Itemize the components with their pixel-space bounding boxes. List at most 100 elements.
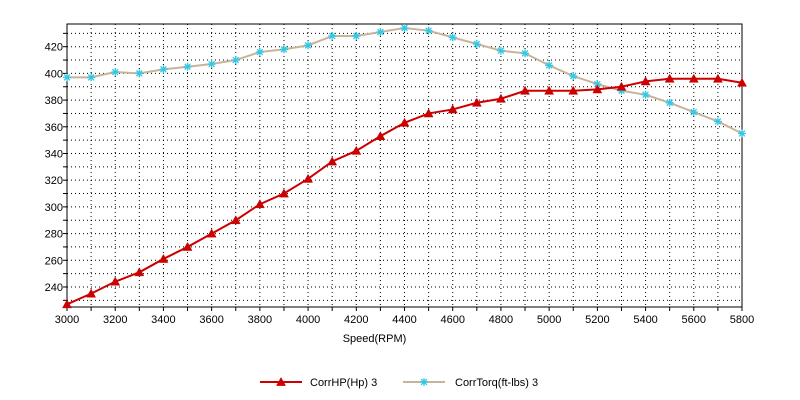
star-core [450,35,455,40]
corrtorq-point [87,73,96,82]
legend-item-corrhp: CorrHP(Hp) 3 [260,376,377,389]
y-tick-label: 400 [45,68,63,80]
y-tick-label: 360 [45,122,63,134]
corrtorq-point [279,45,288,54]
legend-marker [420,378,428,386]
corrtorq-point [135,69,144,78]
star-core [209,62,214,66]
x-tick-label: 3200 [103,314,127,326]
x-tick-label: 5200 [585,314,609,326]
grid-lines [67,24,742,307]
corrhp-point [520,85,530,95]
star-core [691,110,696,114]
corrhp-point [544,85,555,95]
star-core [282,47,286,52]
star-core [354,34,359,38]
corrhp-point [230,215,241,225]
x-tick-label: 5400 [633,314,657,326]
x-tick-label: 3000 [55,314,79,326]
corrtorq-point [569,72,578,81]
series-group [62,24,747,309]
corrhp-point [206,228,217,238]
star-core [258,50,262,54]
legend-marker [276,376,286,386]
x-tick-label: 5000 [537,314,561,326]
star-core [402,26,407,30]
star-core [185,64,190,69]
corrhp-point [471,97,482,107]
y-tick-label: 320 [45,175,63,187]
star-core [523,51,527,56]
corrtorq-point [111,68,120,77]
corrhp-point [640,76,651,86]
corrhp-point [568,85,579,95]
star-core [65,75,69,80]
x-tick-label: 4400 [392,314,416,326]
legend: CorrHP(Hp) 3 CorrTorq(ft-lbs) 3 [260,376,538,389]
star-core [667,100,672,105]
star-core [378,30,383,34]
corrhp-point [158,253,169,263]
corrtorq-point [665,98,674,107]
y-tick-label: 340 [45,148,63,160]
corrtorq-point [207,60,216,69]
corrhp-point [254,199,265,209]
series-corrhp [62,73,747,309]
corrtorq-point [545,61,554,70]
corrtorq-point [231,56,240,65]
star-core [113,70,118,74]
corrhp-point [423,108,434,118]
y-tick-label: 260 [45,255,63,267]
legend-label: CorrHP(Hp) 3 [310,377,377,389]
corrtorq-point [593,80,602,89]
corrtorq-point [521,49,530,58]
corrhp-point [688,73,699,83]
x-tick-label: 4800 [489,314,513,326]
y-tick-label: 380 [45,95,63,107]
star-core [547,63,551,68]
star-core [233,58,238,62]
corrhp-point [110,276,121,286]
x-tick-label: 5600 [682,314,706,326]
corrtorq-point [738,129,746,138]
corrhp-point [664,73,675,83]
star-core [740,131,744,136]
star-core [595,82,600,86]
corrtorq-point [713,117,722,126]
star-core [161,67,166,72]
corrtorq-point [376,28,385,37]
axis-ticks: 3000 3200 3400 3600 3800 4000 4200 4400 4600 4800… [45,32,754,326]
star-core [643,92,648,97]
star-core [716,119,720,124]
x-tick-label: 4200 [344,314,368,326]
corrtorq-point [448,33,457,42]
corrhp-point [737,77,747,87]
corrhp-point [134,267,145,277]
corrtorq-point [641,90,650,99]
x-tick-label: 3800 [248,314,272,326]
corrtorq-point [304,41,313,50]
corrhp-point [399,117,410,127]
corrtorq-point [183,62,192,71]
corrtorq-point [352,32,361,41]
series-corrtorq [63,24,746,138]
y-tick-label: 420 [45,42,63,54]
star-core [499,48,503,53]
star-core [330,34,334,38]
corrtorq-point [496,46,505,55]
corrtorq-point [63,73,71,82]
corrtorq-point [159,65,168,74]
legend-item-corrtorq: CorrTorq(ft-lbs) 3 [403,377,538,389]
corrtorq-point [472,40,481,49]
corrhp-point [616,81,627,91]
x-axis-title: Speed(RPM) [343,333,407,345]
corrhp-point [62,299,72,309]
corrhp-point [712,73,723,83]
star-core [137,71,142,76]
x-tick-label: 4600 [440,314,464,326]
corrhp-point [182,241,193,251]
corrhp-point [327,156,338,166]
star-core [571,74,576,78]
star-core [306,43,310,48]
